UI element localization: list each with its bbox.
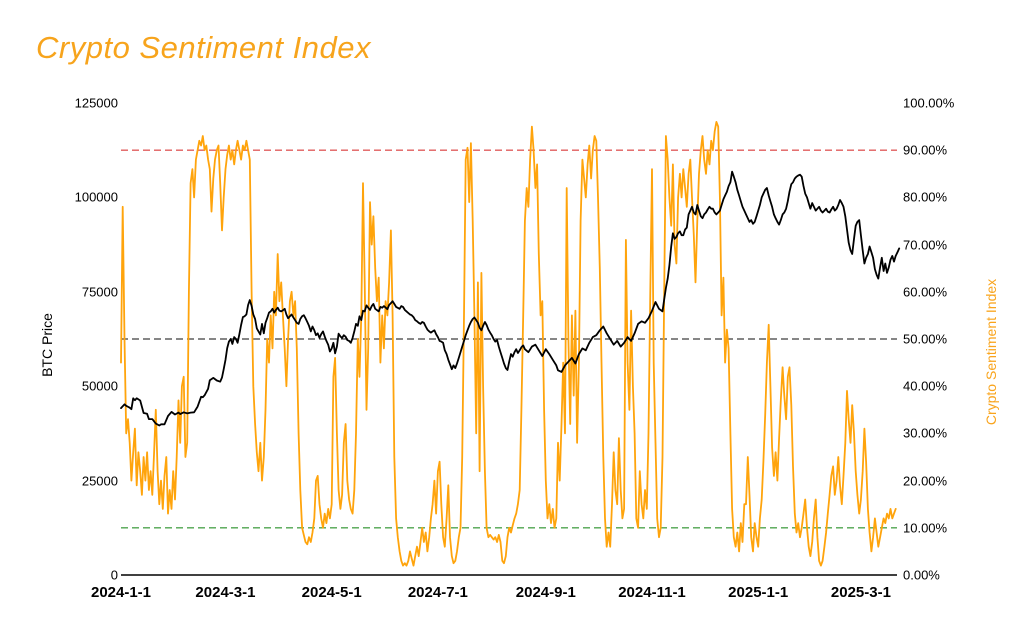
x-tick-label: 2024-11-1: [618, 584, 686, 601]
btc-price-line: [120, 170, 901, 427]
y-right-tick-label: 100.00%: [903, 95, 955, 111]
y-left-tick-label: 125000: [74, 95, 118, 111]
x-tick-label: 2024-9-1: [515, 584, 576, 601]
y-right-tick-label: 10.00%: [903, 520, 948, 536]
y-right-tick-label: 90.00%: [903, 142, 948, 158]
y-right-tick-label: 20.00%: [903, 473, 948, 489]
chart-title: Crypto Sentiment Index: [36, 30, 371, 65]
x-tick-label: 2024-3-1: [195, 584, 256, 601]
sentiment-line: [120, 121, 897, 567]
y-left-tick-label: 100000: [74, 189, 118, 205]
x-tick-label: 2024-1-1: [90, 584, 152, 601]
y-left-tick-label: 25000: [81, 473, 118, 489]
y-right-tick-label: 70.00%: [903, 237, 948, 253]
y-left-tick-label: 0: [110, 567, 118, 583]
y-right-tick-label: 40.00%: [903, 378, 948, 394]
y-right-tick-label: 60.00%: [903, 284, 948, 300]
x-tick-label: 2025-1-1: [728, 584, 789, 601]
x-tick-label: 2024-7-1: [407, 584, 468, 601]
y-left-tick-label: 75000: [81, 284, 118, 300]
y-left-tick-label: 50000: [81, 378, 118, 394]
x-tick-label: 2025-3-1: [830, 584, 891, 601]
y-right-tick-label: 50.00%: [903, 331, 948, 347]
y-right-tick-label: 30.00%: [903, 425, 948, 441]
y-right-tick-label: 80.00%: [903, 189, 948, 205]
y-right-tick-label: 0.00%: [903, 567, 940, 583]
x-tick-label: 2024-5-1: [301, 584, 362, 601]
